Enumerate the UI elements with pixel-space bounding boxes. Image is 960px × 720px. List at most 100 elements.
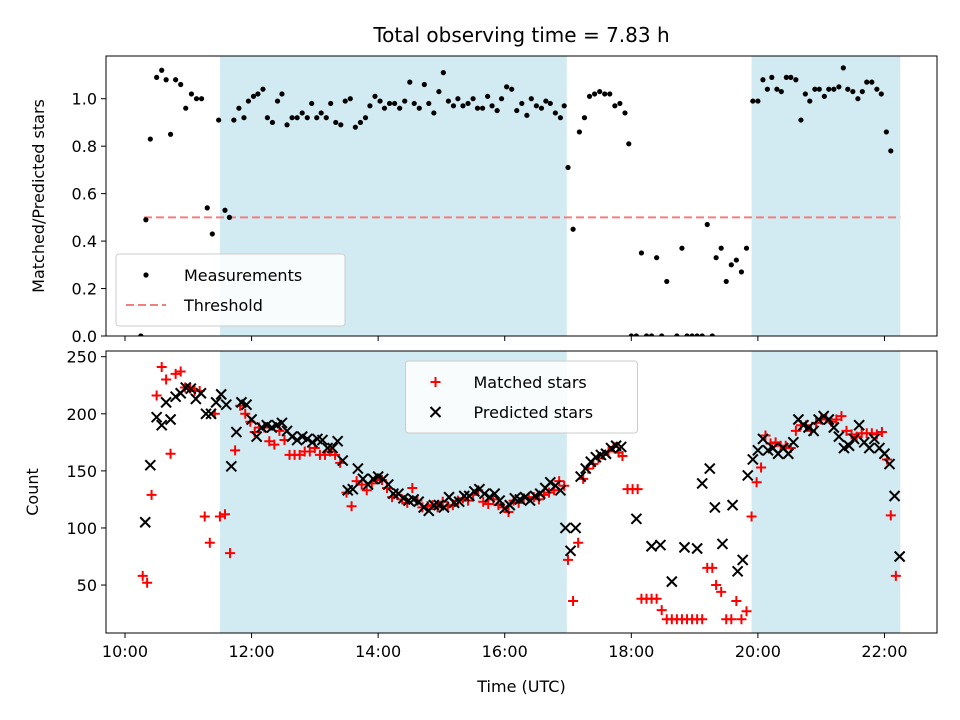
matched-point-8 <box>170 368 181 379</box>
matched-point-20 <box>230 445 241 456</box>
measurement-point-42 <box>342 98 348 104</box>
measurement-point-136 <box>807 98 813 104</box>
measurement-point-3 <box>147 136 153 142</box>
matched-point-18 <box>219 509 230 520</box>
predicted-point-73 <box>504 499 516 511</box>
predicted-point-23 <box>250 430 263 443</box>
predicted-point-69 <box>483 491 496 503</box>
matched-point-22 <box>240 408 251 419</box>
y-tick-label: 0.2 <box>72 280 97 299</box>
matched-point-7 <box>165 448 176 459</box>
predicted-point-121 <box>802 421 815 434</box>
x-tick-label: 22:00 <box>861 642 907 661</box>
measurement-point-139 <box>821 93 827 99</box>
matched-point-55 <box>407 483 418 494</box>
predicted-point-56 <box>418 501 430 514</box>
matched-point-116 <box>711 580 722 591</box>
y-tick-label: 100 <box>66 519 97 538</box>
x-tick-label: 18:00 <box>608 642 654 661</box>
matched-point-125 <box>756 462 767 473</box>
legend-marker-measurements <box>143 272 149 278</box>
matched-point-43 <box>346 501 357 512</box>
measurement-point-127 <box>764 86 770 92</box>
predicted-point-131 <box>853 419 865 431</box>
measurement-point-9 <box>178 81 184 88</box>
measurement-point-21 <box>241 115 247 121</box>
matched-point-124 <box>751 477 762 488</box>
measurement-point-71 <box>485 93 491 99</box>
predicted-point-68 <box>478 488 491 500</box>
measurement-point-104 <box>643 333 650 336</box>
matched-point-17 <box>214 511 225 522</box>
predicted-point-112 <box>757 433 769 445</box>
measurement-point-86 <box>557 115 564 121</box>
matched-point-4 <box>151 390 162 401</box>
measurement-point-141 <box>831 86 837 92</box>
predicted-point-98 <box>654 539 667 551</box>
matched-point-115 <box>707 562 718 573</box>
y-tick-label: 250 <box>66 348 97 367</box>
predicted-point-81 <box>544 476 557 489</box>
matched-point-117 <box>716 586 727 597</box>
measurement-point-91 <box>581 115 588 121</box>
measurement-point-84 <box>547 100 553 107</box>
measurement-point-130 <box>778 88 784 95</box>
predicted-point-127 <box>833 430 845 443</box>
predicted-point-122 <box>807 425 820 437</box>
measurement-point-98 <box>617 100 623 107</box>
measurement-point-119 <box>723 278 729 285</box>
predicted-point-36 <box>316 434 329 446</box>
measurement-point-69 <box>474 105 481 111</box>
measurement-point-14 <box>204 205 210 211</box>
ratio-axis-label: Matched/Predicted stars <box>29 99 48 293</box>
observing-interval-2 <box>751 351 901 633</box>
predicted-point-96 <box>630 513 643 525</box>
predicted-point-70 <box>488 488 501 500</box>
predicted-point-139 <box>893 550 906 563</box>
measurement-point-46 <box>362 115 369 121</box>
predicted-point-136 <box>878 448 891 460</box>
matched-point-14 <box>199 511 210 522</box>
matched-point-119 <box>726 614 737 625</box>
measurement-point-146 <box>855 96 861 102</box>
x-axis-label: Time (UTC) <box>476 677 565 696</box>
predicted-point-30 <box>286 430 298 443</box>
predicted-point-37 <box>321 442 334 454</box>
measurement-point-15 <box>209 231 215 237</box>
matched-point-132 <box>790 425 801 436</box>
predicted-point-95 <box>615 441 627 453</box>
predicted-point-100 <box>678 541 691 554</box>
predicted-point-99 <box>666 575 678 588</box>
measurement-point-23 <box>250 93 257 99</box>
measurement-point-12 <box>193 96 200 102</box>
y-tick-label: 200 <box>66 405 97 424</box>
measurement-point-153 <box>888 148 894 154</box>
predicted-point-134 <box>868 433 881 445</box>
predicted-point-49 <box>382 478 394 491</box>
ratio-panel: 0.0 0.2 0.4 0.6 0.8 1.0 Matched/Predicted star… <box>29 55 938 346</box>
measurement-point-85 <box>552 110 558 116</box>
matched-point-86 <box>563 554 574 565</box>
measurement-point-65 <box>455 96 461 102</box>
measurement-point-151 <box>878 91 884 97</box>
predicted-point-3 <box>150 411 163 423</box>
measurement-point-75 <box>504 84 510 90</box>
measurement-point-116 <box>709 333 715 336</box>
predicted-point-13 <box>200 408 212 420</box>
measurement-point-30 <box>284 122 290 128</box>
measurement-point-57 <box>416 105 422 111</box>
measurement-point-38 <box>323 115 329 121</box>
measurement-point-113 <box>694 333 700 336</box>
predicted-point-117 <box>782 448 794 460</box>
measurement-point-24 <box>255 91 261 97</box>
measurement-point-2 <box>143 217 149 223</box>
measurement-point-97 <box>612 103 618 109</box>
measurement-point-112 <box>689 333 695 336</box>
predicted-point-28 <box>276 417 288 429</box>
measurement-point-135 <box>802 91 808 97</box>
predicted-point-123 <box>812 413 825 426</box>
measurement-point-128 <box>769 74 775 80</box>
predicted-point-118 <box>787 436 800 449</box>
measurement-point-54 <box>402 98 408 104</box>
predicted-point-76 <box>519 491 531 503</box>
